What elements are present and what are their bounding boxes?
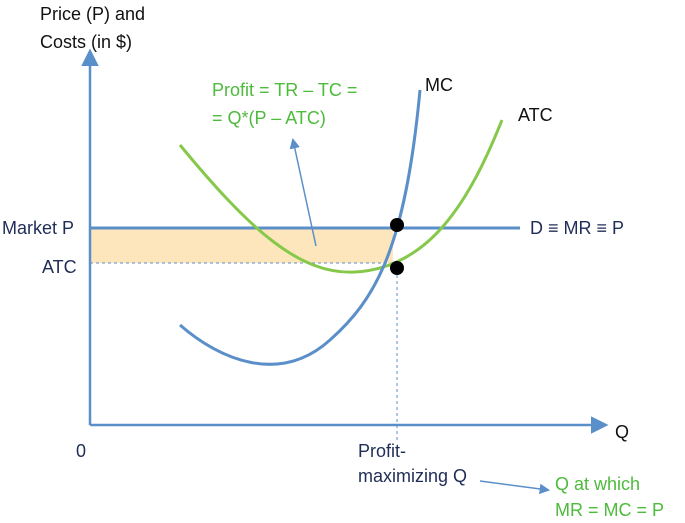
arrow [479, 480, 551, 495]
y-label: ATC [42, 257, 77, 277]
point [390, 218, 404, 232]
atc-curve [178, 119, 504, 274]
axis-label: Q [615, 422, 629, 442]
annotation: Profit = TR – TC = [212, 80, 357, 100]
mc-curve [179, 89, 422, 366]
point [390, 261, 404, 275]
annotation: = Q*(P – ATC) [212, 108, 326, 128]
profit-area [90, 229, 393, 263]
annotation: Q at which [555, 474, 640, 494]
curve-label: MC [425, 75, 453, 95]
origin-label: 0 [76, 441, 86, 461]
x-label: Profit- [358, 441, 406, 461]
y-label: Market P [2, 218, 74, 238]
curve-label: D ≡ MR ≡ P [530, 218, 624, 238]
axis-label: Price (P) and [40, 4, 145, 24]
annotation: MR = MC = P [555, 500, 664, 520]
arrow [289, 137, 317, 247]
x-label: maximizing Q [358, 466, 467, 486]
curve-label: ATC [518, 105, 553, 125]
axis-label: Costs (in $) [40, 32, 132, 52]
